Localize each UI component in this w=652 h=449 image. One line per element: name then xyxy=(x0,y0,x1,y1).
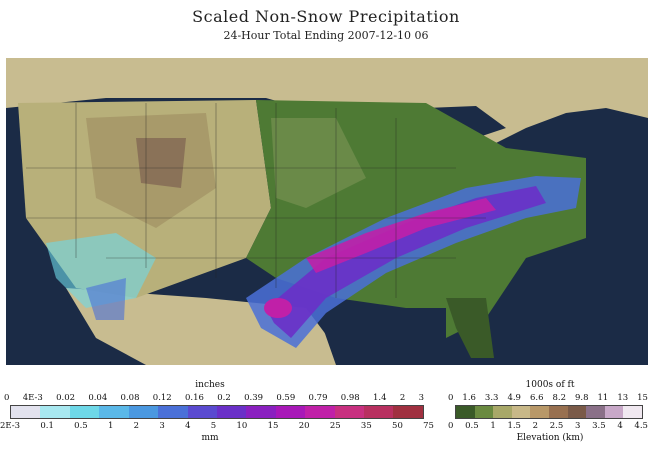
tick-label: 0.04 xyxy=(88,393,108,403)
tick-label: 15 xyxy=(267,421,279,431)
elevation-color-swatch xyxy=(456,406,475,418)
tick-label: 2 xyxy=(399,393,406,403)
tick-label: 15 xyxy=(637,393,648,403)
tick-label: 25 xyxy=(329,421,341,431)
high-rockies xyxy=(136,138,186,188)
tick-label: 0 xyxy=(448,393,454,403)
elevation-color-swatch xyxy=(623,406,642,418)
tick-label: 1 xyxy=(490,421,496,431)
elevation-color-swatch xyxy=(604,406,624,418)
tick-label: 13 xyxy=(617,393,629,403)
elevation-top-unit: 1000s of ft xyxy=(525,380,575,390)
tick-label: 4 xyxy=(617,421,623,431)
precip-color-swatch xyxy=(128,406,159,418)
tick-label: 4.9 xyxy=(507,393,521,403)
precip-color-swatch xyxy=(158,406,188,418)
precip-color-swatch xyxy=(246,406,276,418)
tick-label: 9.8 xyxy=(574,393,589,403)
tick-label: 6.6 xyxy=(529,393,544,403)
tick-label: 0.98 xyxy=(340,393,360,403)
elevation-color-swatch xyxy=(493,406,512,418)
precip-color-swatch xyxy=(393,406,423,418)
tick-label: 2 xyxy=(133,421,140,431)
elevation-color-swatch xyxy=(530,406,549,418)
tick-label: 0.1 xyxy=(40,421,54,431)
precip-top-unit: inches xyxy=(195,380,225,390)
elevation-bottom-ticks: 0 0.5 1 1.5 2 2.5 3 3.5 4 4.5 xyxy=(448,421,648,431)
elevation-color-swatch xyxy=(586,406,605,418)
tick-label: 3 xyxy=(574,421,581,431)
elevation-color-bar xyxy=(455,405,643,419)
tick-label: 10 xyxy=(236,421,248,431)
state-borders xyxy=(26,103,486,298)
precip-band-light xyxy=(246,176,581,348)
precip-color-swatch xyxy=(364,406,394,418)
elevation-color-swatch xyxy=(474,406,494,418)
tick-label: 2 xyxy=(532,421,539,431)
tick-label: 3.3 xyxy=(484,393,499,403)
elevation-top-ticks: 0 1.6 3.3 4.9 6.6 8.2 9.8 11 13 15 xyxy=(448,393,648,403)
precip-color-swatch xyxy=(99,406,129,418)
tick-label: 0.08 xyxy=(120,393,140,403)
tick-label: 0.5 xyxy=(74,421,88,431)
precip-bottom-unit: mm xyxy=(201,433,219,443)
map-title: Scaled Non-Snow Precipitation xyxy=(192,7,460,26)
tick-label: 0.12 xyxy=(152,393,172,403)
tick-label: 1.6 xyxy=(462,393,476,403)
precip-top-ticks: 0 4E-3 0.02 0.04 0.08 0.12 0.16 0.2 0.39… xyxy=(4,393,424,403)
precip-color-swatch xyxy=(40,406,70,418)
precip-bottom-ticks: 2E-3 0.1 0.5 1 2 3 4 5 10 15 20 25 35 50… xyxy=(0,421,434,431)
tick-label: 35 xyxy=(360,421,372,431)
tick-label: 4 xyxy=(185,421,191,431)
tick-label: 0.59 xyxy=(276,393,296,403)
precip-color-swatch xyxy=(334,406,365,418)
tick-label: 4E-3 xyxy=(22,393,43,403)
tick-label: 3 xyxy=(418,393,424,403)
precip-color-bar xyxy=(10,405,424,419)
tick-label: 0.02 xyxy=(56,393,76,403)
tick-label: 50 xyxy=(392,421,403,431)
tick-label: 0 xyxy=(448,421,454,431)
tick-label: 2E-3 xyxy=(0,421,21,431)
precip-color-swatch xyxy=(187,406,217,418)
precip-color-swatch xyxy=(275,406,306,418)
tick-label: 0 xyxy=(4,393,10,403)
elevation-color-swatch xyxy=(548,406,568,418)
tick-label: 1.5 xyxy=(507,421,521,431)
precip-band-medium xyxy=(266,186,546,338)
tick-label: 75 xyxy=(423,421,434,431)
tick-label: 20 xyxy=(298,421,310,431)
tick-label: 1 xyxy=(107,421,114,431)
tick-label: 3 xyxy=(159,421,165,431)
tick-label: 0.16 xyxy=(185,393,204,403)
tick-label: 0.2 xyxy=(217,393,231,403)
tick-label: 4.5 xyxy=(634,421,648,431)
precip-color-swatch xyxy=(216,406,247,418)
precip-band-heavy xyxy=(306,198,496,273)
tick-label: 0.39 xyxy=(244,393,264,403)
precip-core-texas xyxy=(264,298,292,318)
tick-label: 2.5 xyxy=(549,421,564,431)
tick-label: 5 xyxy=(210,421,217,431)
precip-color-swatch xyxy=(305,406,335,418)
tick-label: 11 xyxy=(597,393,609,403)
gulf-of-mexico xyxy=(316,308,446,365)
precipitation-map xyxy=(6,58,648,365)
precip-color-swatch xyxy=(69,406,100,418)
tick-label: 3.5 xyxy=(592,421,606,431)
tick-label: 0.79 xyxy=(308,393,328,403)
florida xyxy=(446,298,494,358)
plains xyxy=(271,118,366,208)
precip-color-swatch xyxy=(11,406,41,418)
map-graphic xyxy=(6,58,648,365)
elevation-bottom-unit: Elevation (km) xyxy=(516,433,584,443)
tick-label: 8.2 xyxy=(552,393,566,403)
precip-baja xyxy=(86,278,126,320)
tick-label: 0.5 xyxy=(465,421,479,431)
map-subtitle: 24-Hour Total Ending 2007-12-10 06 xyxy=(223,29,429,42)
precip-southwest xyxy=(46,233,156,308)
elevation-color-swatch xyxy=(511,406,531,418)
tick-label: 1.4 xyxy=(373,393,387,403)
elevation-color-swatch xyxy=(567,406,587,418)
